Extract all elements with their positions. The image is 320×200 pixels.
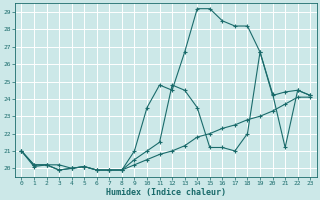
X-axis label: Humidex (Indice chaleur): Humidex (Indice chaleur) [106,188,226,197]
